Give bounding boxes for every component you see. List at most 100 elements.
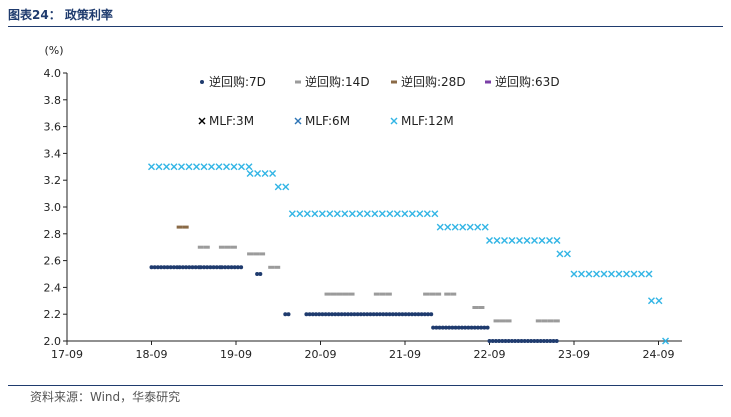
data-point-mlf12m [178,163,185,171]
data-point-rr14d [348,292,355,296]
data-point-rr14d [247,252,254,256]
data-point-rr7d [431,325,436,330]
data-point-rr7d [374,312,379,317]
data-point-mlf12m [416,210,424,218]
data-point-rr14d [499,319,506,323]
data-point-mlf12m [451,223,459,231]
axes: (%) 4.0 3.8 3.6 3.4 3.2 3.0 2.8 2.6 2.4 2.2 2.017-0… [44,44,682,361]
data-point-rr7d [314,312,319,317]
legend-label: 逆回购:63D [495,74,560,89]
y-tick-label: 2.2 [44,308,62,321]
data-point-rr7d [205,265,210,270]
data-point-rr7d [368,312,373,317]
series-rr28d [176,225,189,229]
data-point-rr7d [214,265,219,270]
data-point-mlf12m [223,163,230,171]
legend-swatch-mlf12m [390,117,398,125]
data-point-rr7d [336,312,341,317]
data-point-rr7d [159,265,164,270]
data-point-rr14d [505,319,512,323]
data-point-rr7d [378,312,383,317]
data-point-mlf12m [148,163,155,171]
legend-swatch-rr14d [295,80,301,84]
data-point-rr14d [541,319,548,323]
data-point-rr7d [482,325,487,330]
data-point-rr7d [513,339,518,343]
legend-swatch-rr7d [200,80,204,84]
legend-item-mlf12m: MLF:12M [390,114,454,128]
data-point-rr7d [355,312,360,317]
chart-title: 图表24： 政策利率 [8,8,113,22]
y-axis-label: (%) [44,44,63,57]
data-point-mlf12m [163,163,170,171]
data-point-rr7d [371,312,376,317]
data-point-rr7d [493,339,498,343]
x-tick-label: 18-09 [136,348,168,361]
data-point-rr14d [342,292,349,296]
data-point-mlf12m [254,170,262,177]
data-point-rr14d [218,245,225,249]
data-point-rr7d [554,339,559,343]
data-point-rr14d [435,292,442,296]
data-point-rr7d [434,325,439,330]
data-point-rr7d [548,339,553,343]
y-tick-label: 2.6 [44,255,62,268]
data-point-rr7d [403,312,408,317]
data-point-rr7d [475,325,480,330]
data-point-mlf12m [593,270,600,278]
data-point-rr14d [274,265,281,269]
data-point-rr7d [487,339,492,343]
data-point-rr14d [224,245,231,249]
data-point-mlf12m [318,210,326,218]
data-point-mlf12m [647,297,655,305]
data-point-rr7d [381,312,386,317]
data-point-rr7d [352,312,357,317]
data-point-mlf12m [185,163,193,171]
data-point-rr7d [506,339,511,343]
data-point-mlf12m [431,210,439,218]
data-point-rr7d [171,265,176,270]
x-tick-label: 21-09 [389,348,421,361]
data-point-rr7d [419,312,424,317]
data-point-rr14d [385,292,392,296]
data-point-rr7d [545,339,550,343]
data-point-rr7d [198,265,203,270]
data-point-rr14d [429,292,436,296]
data-point-rr28d [176,225,183,229]
legend-label: 逆回购:14D [305,74,370,89]
data-point-rr7d [529,339,534,343]
y-tick-label: 2.0 [44,335,62,348]
data-point-mlf12m [401,210,409,218]
data-point-rr7d [429,312,434,317]
data-point-mlf12m [444,223,452,231]
data-point-rr7d [447,325,452,330]
legend-label: MLF:12M [401,114,454,128]
series-rr7d [149,265,559,343]
data-point-mlf12m [269,170,277,177]
legend-swatch-mlf6m [294,117,302,125]
data-point-rr7d [184,265,189,270]
data-point-rr7d [456,325,461,330]
data-point-rr14d [373,292,380,296]
data-point-rr7d [304,312,309,317]
data-point-rr7d [459,325,464,330]
y-tick-label: 3.4 [44,147,62,160]
data-point-mlf12m [288,210,296,218]
data-point-mlf12m [246,170,254,177]
series-mlf12m [148,163,670,345]
data-point-rr7d [187,265,192,270]
data-point-mlf12m [274,183,282,191]
data-point-rr7d [387,312,392,317]
legend-label: 逆回购:28D [401,74,466,89]
data-point-rr7d [500,339,505,343]
data-point-mlf12m [531,237,538,244]
y-tick-label: 3.0 [44,201,62,214]
data-point-rr7d [235,265,240,270]
data-point-mlf12m [296,210,304,218]
x-tick-label: 22-09 [474,348,506,361]
data-point-rr7d [450,325,455,330]
data-point-mlf12m [486,237,493,244]
data-point-mlf12m [155,163,163,171]
data-point-mlf12m [208,163,215,171]
